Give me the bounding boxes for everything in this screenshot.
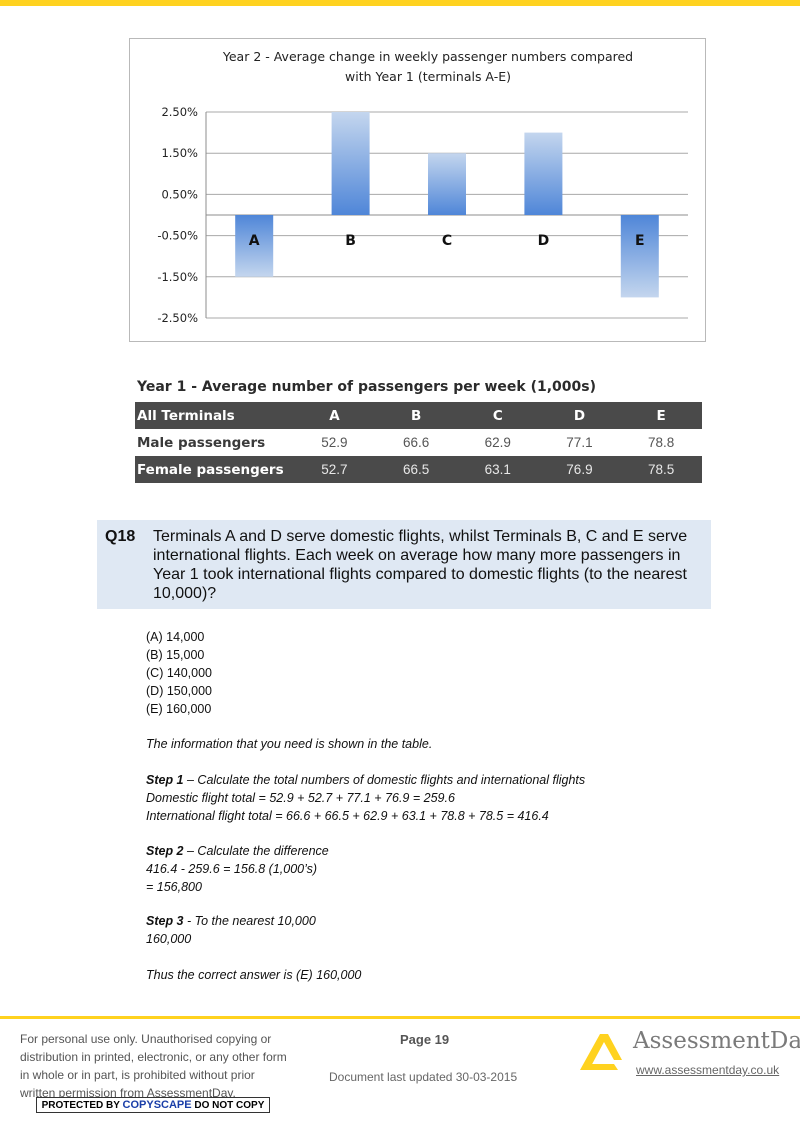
step1-text: – Calculate the total numbers of domesti… <box>183 773 586 787</box>
step1-line2: Domestic flight total = 52.9 + 52.7 + 77… <box>146 791 455 805</box>
explanation-conclusion: Thus the correct answer is (E) 160,000 <box>146 968 362 982</box>
category-label: D <box>538 233 550 249</box>
bar-a <box>235 215 274 277</box>
option-a[interactable]: (A) 14,000 <box>146 630 205 644</box>
question-box: Q18 Terminals A and D serve domestic fli… <box>97 520 711 609</box>
y-tick-label: 1.50% <box>161 146 198 160</box>
bar-d <box>524 132 563 215</box>
step2-label: Step 2 <box>146 844 184 858</box>
step2-line2: 416.4 - 259.6 = 156.8 (1,000’s) <box>146 862 318 876</box>
copyscape-badge[interactable]: PROTECTED BY COPYSCAPE DO NOT COPY <box>36 1097 270 1113</box>
option-b[interactable]: (B) 15,000 <box>146 648 205 662</box>
table-cell: 66.5 <box>375 456 457 483</box>
bar-chart: Year 2 - Average change in weekly passen… <box>129 38 706 342</box>
passenger-table: All Terminals A B C D E Male passengers … <box>135 402 702 483</box>
option-d[interactable]: (D) 150,000 <box>146 684 213 698</box>
y-tick-label: 0.50% <box>161 187 198 201</box>
table-cell: 78.5 <box>620 456 702 483</box>
table-row-label: Male passengers <box>135 429 294 456</box>
table-cell: 62.9 <box>456 429 539 456</box>
chart-svg: Year 2 - Average change in weekly passen… <box>157 49 688 325</box>
question-text: Terminals A and D serve domestic flights… <box>153 528 688 602</box>
step2-text: – Calculate the difference <box>183 844 329 858</box>
explanation-step1: Step 1 – Calculate the total numbers of … <box>146 771 706 825</box>
y-tick-label: -0.50% <box>157 229 198 243</box>
y-tick-label: -2.50% <box>157 311 198 325</box>
table-header-cell: B <box>375 402 457 429</box>
last-updated: Document last updated 30-03-2015 <box>329 1070 518 1084</box>
footer-accent-line <box>0 1016 800 1019</box>
table-header-cell: D <box>538 402 621 429</box>
step3-text: - To the nearest 10,000 <box>183 914 316 928</box>
table-header-cell: A <box>293 402 376 429</box>
table-cell: 77.1 <box>538 429 621 456</box>
table-header-row: All Terminals A B C D E <box>135 402 702 429</box>
table-cell: 63.1 <box>456 456 539 483</box>
table-header-cell: C <box>456 402 539 429</box>
y-tick-label: -1.50% <box>157 270 198 284</box>
table-row-label: Female passengers <box>135 456 294 483</box>
assessmentday-logo-icon <box>580 1034 622 1070</box>
y-tick-label: 2.50% <box>161 105 198 119</box>
step3-label: Step 3 <box>146 914 184 928</box>
step2-line3: = 156,800 <box>146 880 202 894</box>
table-cell: 76.9 <box>538 456 621 483</box>
explanation-intro: The information that you need is shown i… <box>146 737 433 751</box>
copyscape-left: PROTECTED BY <box>41 1100 123 1111</box>
table-cell: 52.7 <box>293 456 376 483</box>
step1-label: Step 1 <box>146 773 184 787</box>
table-row: Male passengers 52.9 66.6 62.9 77.1 78.8 <box>135 429 702 456</box>
category-label: A <box>249 233 260 249</box>
page-number: Page 19 <box>400 1032 450 1047</box>
table-cell: 78.8 <box>620 429 702 456</box>
table-row: Female passengers 52.7 66.5 63.1 76.9 78… <box>135 456 702 483</box>
bar-c <box>428 153 466 215</box>
chart-title-line2: with Year 1 (terminals A-E) <box>345 69 511 84</box>
step1-line3: International flight total = 66.6 + 66.5… <box>146 809 549 823</box>
explanation-step2: Step 2 – Calculate the difference 416.4 … <box>146 842 706 896</box>
bar-e <box>620 215 659 298</box>
step3-line2: 160,000 <box>146 932 192 946</box>
question-number: Q18 <box>105 528 136 545</box>
option-c[interactable]: (C) 140,000 <box>146 666 213 680</box>
table-header-cell: E <box>620 402 702 429</box>
table-header-cell: All Terminals <box>135 402 294 429</box>
table-cell: 66.6 <box>375 429 457 456</box>
explanation-step3: Step 3 - To the nearest 10,000 160,000 <box>146 912 706 948</box>
table-cell: 52.9 <box>293 429 376 456</box>
assessmentday-logo: AssessmentDay <box>633 1028 800 1054</box>
answer-options: (A) 14,000 (B) 15,000 (C) 140,000 (D) 15… <box>146 628 212 718</box>
category-label: C <box>442 233 452 249</box>
category-label: E <box>635 233 645 249</box>
chart-title-line1: Year 2 - Average change in weekly passen… <box>222 49 633 64</box>
top-accent-bar <box>0 0 800 6</box>
category-label: B <box>345 233 356 249</box>
option-e[interactable]: (E) 160,000 <box>146 702 212 716</box>
copyscape-right: DO NOT COPY <box>191 1100 265 1111</box>
copyright-notice: For personal use only. Unauthorised copy… <box>20 1032 287 1100</box>
table-title: Year 1 - Average number of passengers pe… <box>137 379 597 395</box>
copyscape-brand: COPYSCAPE <box>122 1099 192 1111</box>
website-link[interactable]: www.assessmentday.co.uk <box>636 1063 780 1077</box>
bar-b <box>331 112 370 215</box>
